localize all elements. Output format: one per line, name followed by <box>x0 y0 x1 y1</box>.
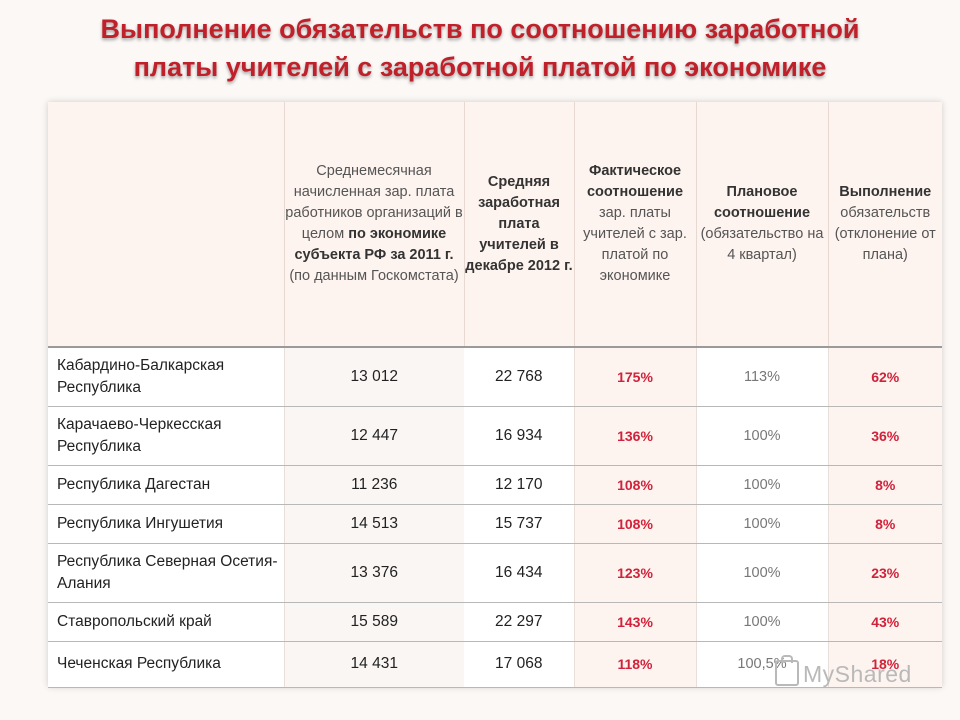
header-teacher-salary: Средняя заработная плата учителей в дека… <box>463 102 574 348</box>
cell-plan: 113% <box>695 347 828 407</box>
cell-econ: 14 513 <box>283 504 464 544</box>
header-econ-salary: Среднемесячная начисленная зар. плата ра… <box>283 102 464 348</box>
cell-econ: 14 431 <box>283 641 464 688</box>
table-row: Чеченская Республика 14 431 17 068 118% … <box>48 641 942 688</box>
cell-actual: 143% <box>573 602 696 642</box>
page-title: Выполнение обязательств по соотношению з… <box>0 10 960 86</box>
cell-actual: 175% <box>573 347 696 407</box>
cell-plan: 100% <box>695 602 828 642</box>
cell-region: Карачаево-Черкесская Республика <box>48 406 284 466</box>
cell-region: Республика Дагестан <box>48 465 284 505</box>
header-region <box>48 102 284 348</box>
cell-actual: 118% <box>573 641 696 688</box>
cell-plan: 100% <box>695 543 828 603</box>
bag-icon <box>775 655 799 686</box>
title-line-1: Выполнение обязательств по соотношению з… <box>100 14 860 44</box>
cell-actual: 123% <box>573 543 696 603</box>
header-planned-ratio: Плановое соотношение (обязательство на 4… <box>695 102 828 348</box>
cell-region: Чеченская Республика <box>48 641 284 688</box>
table-row: Ставропольский край 15 589 22 297 143% 1… <box>48 602 942 642</box>
cell-actual: 108% <box>573 504 696 544</box>
cell-teacher: 17 068 <box>464 641 574 688</box>
cell-exec: 18% <box>827 641 942 688</box>
cell-teacher: 22 768 <box>464 347 574 407</box>
cell-teacher: 12 170 <box>464 465 574 505</box>
title-line-2: платы учителей с заработной платой по эк… <box>133 52 827 82</box>
cell-region: Ставропольский край <box>48 602 284 642</box>
cell-exec: 8% <box>827 465 942 505</box>
cell-exec: 23% <box>827 543 942 603</box>
cell-plan: 100% <box>695 504 828 544</box>
cell-actual: 136% <box>573 406 696 466</box>
table-row: Кабардино-Балкарская Республика 13 012 2… <box>48 347 942 407</box>
table-row: Карачаево-Черкесская Республика 12 447 1… <box>48 406 942 466</box>
cell-exec: 36% <box>827 406 942 466</box>
watermark: MyShared <box>775 655 912 688</box>
cell-plan: 100,5% <box>695 641 828 688</box>
table-row: Республика Дагестан 11 236 12 170 108% 1… <box>48 465 942 505</box>
cell-teacher: 15 737 <box>464 504 574 544</box>
cell-econ: 15 589 <box>283 602 464 642</box>
cell-region: Республика Ингушетия <box>48 504 284 544</box>
watermark-text: MyShared <box>803 661 912 687</box>
cell-exec: 43% <box>827 602 942 642</box>
cell-region: Республика Северная Осетия-Алания <box>48 543 284 603</box>
header-row: Среднемесячная начисленная зар. плата ра… <box>48 102 942 348</box>
cell-exec: 62% <box>827 347 942 407</box>
table-row: Республика Северная Осетия-Алания 13 376… <box>48 543 942 603</box>
cell-teacher: 16 434 <box>464 543 574 603</box>
cell-region: Кабардино-Балкарская Республика <box>48 347 284 407</box>
cell-econ: 12 447 <box>283 406 464 466</box>
cell-plan: 100% <box>695 406 828 466</box>
table-sheet: Среднемесячная начисленная зар. плата ра… <box>48 102 942 688</box>
header-actual-ratio: Фактическое соотношение зар. платы учите… <box>573 102 696 348</box>
cell-exec: 8% <box>827 504 942 544</box>
cell-econ: 11 236 <box>283 465 464 505</box>
cell-econ: 13 376 <box>283 543 464 603</box>
cell-teacher: 22 297 <box>464 602 574 642</box>
cell-plan: 100% <box>695 465 828 505</box>
header-execution: Выполнение обязательств (отклонение от п… <box>827 102 942 348</box>
cell-teacher: 16 934 <box>464 406 574 466</box>
cell-actual: 108% <box>573 465 696 505</box>
obligations-table: Среднемесячная начисленная зар. плата ра… <box>48 102 942 688</box>
cell-econ: 13 012 <box>283 347 464 407</box>
table-row: Республика Ингушетия 14 513 15 737 108% … <box>48 504 942 544</box>
